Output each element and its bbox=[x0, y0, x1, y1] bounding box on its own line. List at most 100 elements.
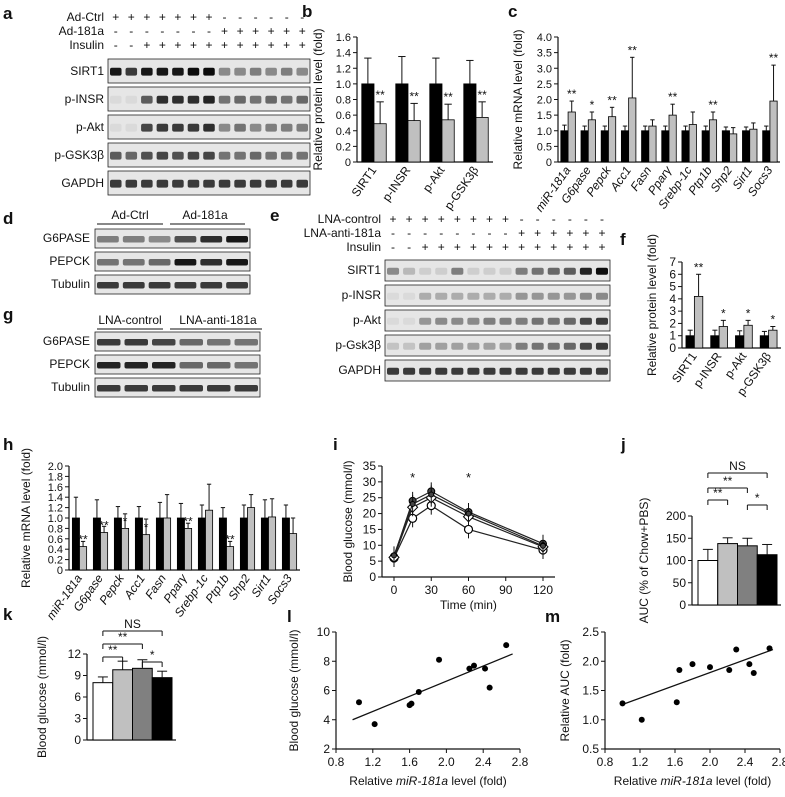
blot-a-band bbox=[296, 67, 308, 76]
blot-e-sign: + bbox=[470, 240, 477, 254]
blot-e-band bbox=[531, 267, 544, 275]
blot-d-band bbox=[226, 236, 248, 243]
blot-e-sign: - bbox=[423, 226, 427, 240]
chart-k-bar bbox=[92, 682, 114, 741]
blot-g-band bbox=[207, 362, 231, 369]
chart-h-significance: ** bbox=[78, 533, 88, 547]
chart-c-bar bbox=[729, 133, 738, 163]
panel-label-b: b bbox=[302, 2, 312, 21]
chart-i-significance: * bbox=[410, 470, 415, 485]
blot-g-strip bbox=[94, 377, 261, 398]
chart-k-y-label: Blood glucose (mmol/l) bbox=[35, 636, 49, 758]
blot-e-sign: + bbox=[550, 226, 557, 240]
chart-f-y-tick-label: 3 bbox=[669, 304, 676, 318]
blot-e-band bbox=[531, 317, 544, 325]
blot-e-band bbox=[435, 267, 448, 275]
blot-g-band bbox=[124, 339, 148, 346]
blot-a-condition-label: Ad-Ctrl bbox=[67, 10, 104, 24]
blot-e-sign: + bbox=[454, 212, 461, 226]
chart-f-bar bbox=[710, 335, 720, 349]
blot-e-band bbox=[595, 317, 608, 325]
blot-a-band bbox=[234, 179, 246, 188]
blot-a-band bbox=[296, 179, 308, 188]
chart-f-bar bbox=[735, 335, 745, 349]
chart-c-bar bbox=[681, 130, 690, 163]
chart-c-bar bbox=[742, 130, 751, 163]
chart-m-y-tick-label: 2.5 bbox=[582, 625, 599, 639]
chart-c-x-tick-label: Acc1 bbox=[607, 164, 634, 195]
chart-m-point bbox=[638, 716, 645, 723]
blot-e-band bbox=[579, 367, 592, 375]
chart-c-bar bbox=[567, 111, 576, 163]
blot-e-band bbox=[563, 292, 576, 300]
blot-a-sign: - bbox=[269, 10, 273, 24]
blot-e-sign: + bbox=[534, 240, 541, 254]
blot-e-sign: - bbox=[407, 240, 411, 254]
blot-e-sign: - bbox=[391, 240, 395, 254]
blot-d-band bbox=[148, 236, 171, 243]
blot-a-band bbox=[234, 151, 246, 160]
blot-a-sign: + bbox=[268, 24, 275, 38]
blot-g-strip bbox=[94, 331, 261, 352]
blot-a-sign: + bbox=[174, 10, 181, 24]
chart-l-y-tick-label: 2 bbox=[323, 742, 330, 756]
chart-k-bar bbox=[151, 677, 173, 741]
chart-h-y-tick-label: 1.4 bbox=[48, 492, 63, 504]
chart-i-x-tick-label: 60 bbox=[462, 583, 476, 597]
chart-i-y-tick-label: 5 bbox=[369, 554, 376, 568]
chart-h-bar bbox=[289, 533, 298, 571]
blot-e-sign: - bbox=[439, 226, 443, 240]
chart-k-bar bbox=[112, 669, 133, 741]
chart-h-y-tick-label: 0 bbox=[57, 565, 63, 577]
chart-j-y-tick-label: 150 bbox=[666, 531, 686, 545]
blot-a-sign: - bbox=[285, 10, 289, 24]
blot-g-band bbox=[152, 385, 176, 392]
chart-f-y-tick-label: 5 bbox=[669, 280, 676, 294]
chart-h-y-tick-label: 0.4 bbox=[48, 544, 63, 556]
blot-a-sign: - bbox=[114, 38, 118, 52]
chart-h-y-tick-label: 0.8 bbox=[48, 523, 63, 535]
blot-a-sign: + bbox=[299, 38, 306, 52]
chart-c-bar bbox=[560, 130, 569, 163]
blot-e-band bbox=[547, 342, 560, 350]
blot-e-band bbox=[579, 317, 592, 325]
blot-d-band bbox=[122, 282, 145, 289]
blot-a-sign: + bbox=[143, 38, 150, 52]
panel-label-j: j bbox=[620, 435, 626, 454]
blot-d-band-label: Tubulin bbox=[51, 277, 90, 291]
chart-c-significance: ** bbox=[628, 43, 638, 57]
blot-a-band bbox=[203, 179, 215, 188]
chart-c-significance: ** bbox=[668, 90, 678, 104]
blot-a-band bbox=[141, 179, 153, 188]
chart-h-bar bbox=[197, 517, 206, 571]
blot-a-band bbox=[110, 67, 122, 76]
blot-e-band-label: GAPDH bbox=[338, 363, 381, 377]
blot-a-sign: - bbox=[300, 10, 304, 24]
blot-a-sign: - bbox=[160, 24, 164, 38]
blot-a-band-label: p-GSK3β bbox=[54, 148, 104, 162]
chart-c-bar bbox=[749, 128, 758, 163]
blot-a-sign: + bbox=[128, 10, 135, 24]
blot-g-band bbox=[179, 385, 203, 392]
chart-h-bar bbox=[268, 516, 277, 571]
chart-b-significance: ** bbox=[477, 88, 487, 102]
chart-b-bar bbox=[475, 117, 489, 163]
chart-h-bar bbox=[247, 507, 256, 571]
blot-g-band bbox=[207, 385, 231, 392]
blot-a-band bbox=[156, 151, 169, 160]
chart-i-x-tick-label: 0 bbox=[391, 583, 398, 597]
chart-b-significance: ** bbox=[375, 88, 385, 102]
chart-c-bar bbox=[641, 130, 650, 163]
chart-h-y-tick-label: 1.8 bbox=[48, 471, 63, 483]
chart-l-x-label-part: miR-181a bbox=[396, 774, 448, 788]
blot-d-band bbox=[174, 236, 197, 243]
blot-e-band bbox=[467, 267, 480, 275]
blot-e-band bbox=[547, 317, 560, 325]
blot-e-sign: + bbox=[454, 240, 461, 254]
panel-label-d: d bbox=[3, 209, 13, 228]
blot-d-band bbox=[97, 236, 119, 243]
chart-c-y-tick-label: 4.0 bbox=[537, 32, 552, 44]
chart-l-x-label-part: level (fold) bbox=[448, 774, 507, 788]
chart-j-y-tick-label: 0 bbox=[679, 598, 686, 612]
blot-g-band bbox=[152, 362, 176, 369]
